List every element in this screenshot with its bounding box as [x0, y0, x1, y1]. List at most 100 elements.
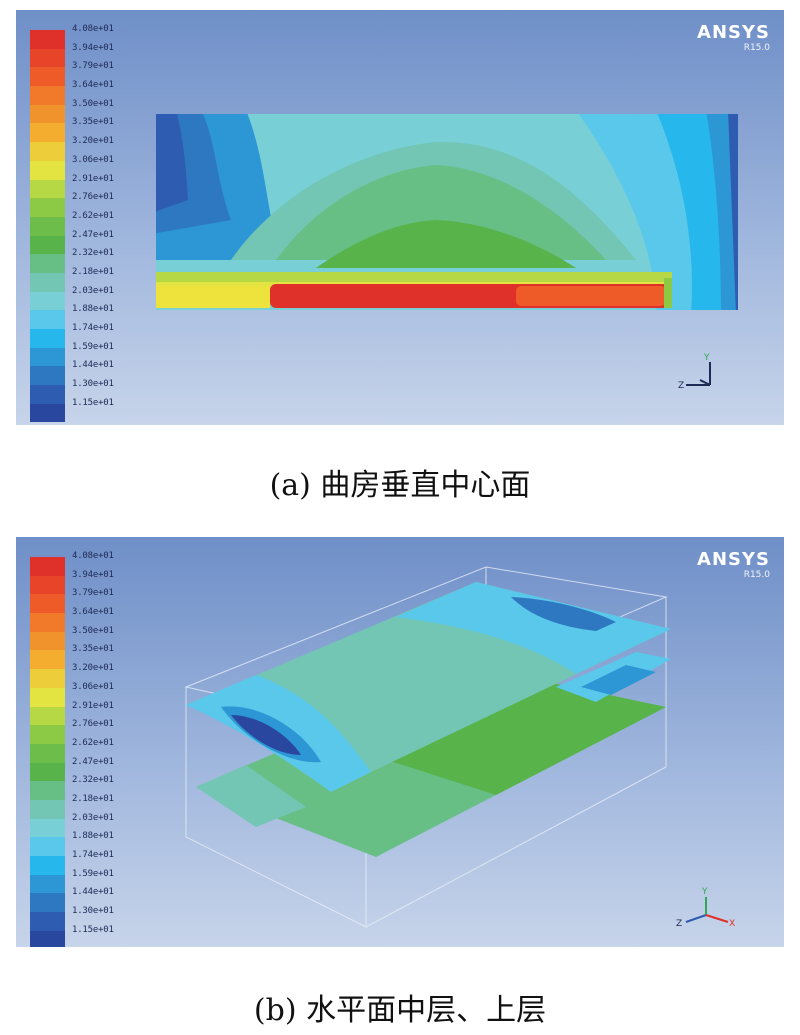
legend-swatch: [30, 687, 65, 707]
legend-row: 3.20e+01: [30, 663, 140, 688]
legend-swatch: [30, 631, 65, 651]
legend-label: 2.62e+01: [72, 737, 114, 748]
legend-row: 3.94e+01: [30, 43, 140, 68]
legend-swatch: [30, 650, 65, 670]
contour-panel-b: 4.08e+01 3.94e+01 3.79e+01 3.64e+01 3.50e+01…: [16, 537, 784, 947]
svg-text:Y: Y: [703, 353, 710, 363]
legend-row: 2.47e+01: [30, 757, 140, 782]
legend-swatch: [30, 762, 65, 782]
svg-text:Z: Z: [678, 381, 684, 391]
legend-label: 2.18e+01: [72, 793, 114, 804]
legend-swatch: [30, 669, 65, 688]
legend-label: 3.79e+01: [72, 588, 114, 599]
legend-swatch: [30, 743, 65, 763]
legend-label: 1.30e+01: [72, 379, 114, 390]
legend-row: 3.20e+01: [30, 136, 140, 161]
legend-label: 3.20e+01: [72, 136, 114, 147]
svg-text:Z: Z: [676, 919, 682, 929]
color-legend: 4.08e+01 3.94e+01 3.79e+01 3.64e+01 3.50e+01…: [30, 24, 140, 423]
heat-source-edge: [664, 278, 672, 308]
legend-row: 3.50e+01: [30, 626, 140, 651]
axis-triad-icon: [686, 362, 711, 386]
brand-version: R15.0: [743, 43, 770, 53]
legend-label: 3.79e+01: [72, 61, 114, 72]
brand-name: ANSYS: [697, 22, 770, 43]
legend-label: 4.08e+01: [72, 551, 114, 561]
legend-row: 1.44e+01: [30, 360, 140, 386]
legend-swatch: [30, 706, 65, 726]
legend-label: 3.50e+01: [72, 98, 114, 109]
legend-label: 1.30e+01: [72, 906, 114, 917]
color-legend: 4.08e+01 3.94e+01 3.79e+01 3.64e+01 3.50e+01…: [30, 551, 140, 947]
legend-swatch: [30, 329, 65, 348]
legend-label: 3.35e+01: [72, 117, 114, 128]
legend-swatch: [30, 310, 65, 329]
legend-label: 1.59e+01: [72, 868, 114, 879]
legend-row: 3.35e+01: [30, 644, 140, 670]
legend-row: 3.06e+01: [30, 155, 140, 180]
legend-swatch: [30, 235, 65, 255]
legend-swatch: [30, 594, 65, 614]
legend-row: 2.03e+01: [30, 286, 140, 311]
legend-row: 2.91e+01: [30, 701, 140, 726]
legend-label: 1.88e+01: [72, 831, 114, 842]
ansys-logo: ANSYS R15.0: [697, 22, 770, 53]
legend-row: 2.32e+01: [30, 775, 140, 800]
caption-b: (b) 水平面中层、上层: [253, 993, 547, 1028]
legend-label: 1.74e+01: [72, 850, 114, 860]
legend-label: 1.88e+01: [72, 304, 114, 315]
legend-swatch: [30, 912, 65, 931]
ansys-logo: ANSYS R15.0: [697, 549, 770, 580]
legend-row: 3.79e+01: [30, 588, 140, 614]
legend-swatch: [30, 272, 65, 292]
lower-plane-cool-corner: [196, 765, 306, 827]
legend-row: 2.62e+01: [30, 211, 140, 236]
legend-swatch: [30, 725, 65, 744]
legend-label: 3.50e+01: [72, 625, 114, 636]
contour-band-left-core: [156, 114, 188, 215]
legend-swatch: [30, 67, 65, 87]
legend-label: 3.06e+01: [72, 681, 114, 692]
legend-swatch: [30, 781, 65, 800]
legend-row: 2.47e+01: [30, 230, 140, 255]
legend-row: 3.94e+01: [30, 570, 140, 595]
legend-swatch: [30, 613, 65, 632]
legend-row: 1.88e+01: [30, 831, 140, 856]
legend-label: 3.64e+01: [72, 80, 114, 91]
contour-band-center-mid: [276, 165, 606, 260]
legend-swatch: [30, 366, 65, 386]
legend-swatch: [30, 856, 65, 875]
legend-label: 2.32e+01: [72, 248, 114, 259]
legend-label: 2.03e+01: [72, 285, 114, 296]
legend-row: 3.50e+01: [30, 99, 140, 124]
legend-swatch: [30, 179, 65, 199]
legend-row: 3.64e+01: [30, 80, 140, 105]
legend-row: 3.79e+01: [30, 61, 140, 87]
legend-label: 2.47e+01: [72, 229, 114, 240]
legend-label: 3.94e+01: [72, 42, 114, 53]
vertical-plane-contour: Z Y: [156, 114, 738, 391]
legend-swatch: [30, 347, 65, 367]
legend-label: 2.47e+01: [72, 756, 114, 767]
upper-plane-far-band: [396, 582, 671, 674]
legend-row: 2.62e+01: [30, 738, 140, 763]
legend-label: 2.76e+01: [72, 719, 114, 730]
legend-row: 2.76e+01: [30, 192, 140, 217]
legend-swatch: [30, 930, 65, 947]
horizontal-planes-contour: Z Y X: [184, 566, 735, 929]
legend-row: 2.91e+01: [30, 174, 140, 199]
legend-label: 2.18e+01: [72, 266, 114, 277]
legend-row: 4.08e+01: [30, 24, 140, 49]
upper-plane-near-core: [231, 715, 301, 755]
legend-swatch: [30, 818, 65, 838]
legend-row: 1.15e+01: [30, 925, 140, 947]
legend-row: 2.76e+01: [30, 719, 140, 744]
legend-label: 1.15e+01: [72, 397, 114, 408]
legend-swatch: [30, 123, 65, 143]
mid-plane-right-core: [581, 665, 656, 695]
legend-row: 3.06e+01: [30, 682, 140, 707]
contour-band-floor-transition: [156, 272, 672, 284]
legend-row: 1.88e+01: [30, 304, 140, 329]
legend-label: 3.06e+01: [72, 154, 114, 165]
legend-row: 1.15e+01: [30, 398, 140, 423]
